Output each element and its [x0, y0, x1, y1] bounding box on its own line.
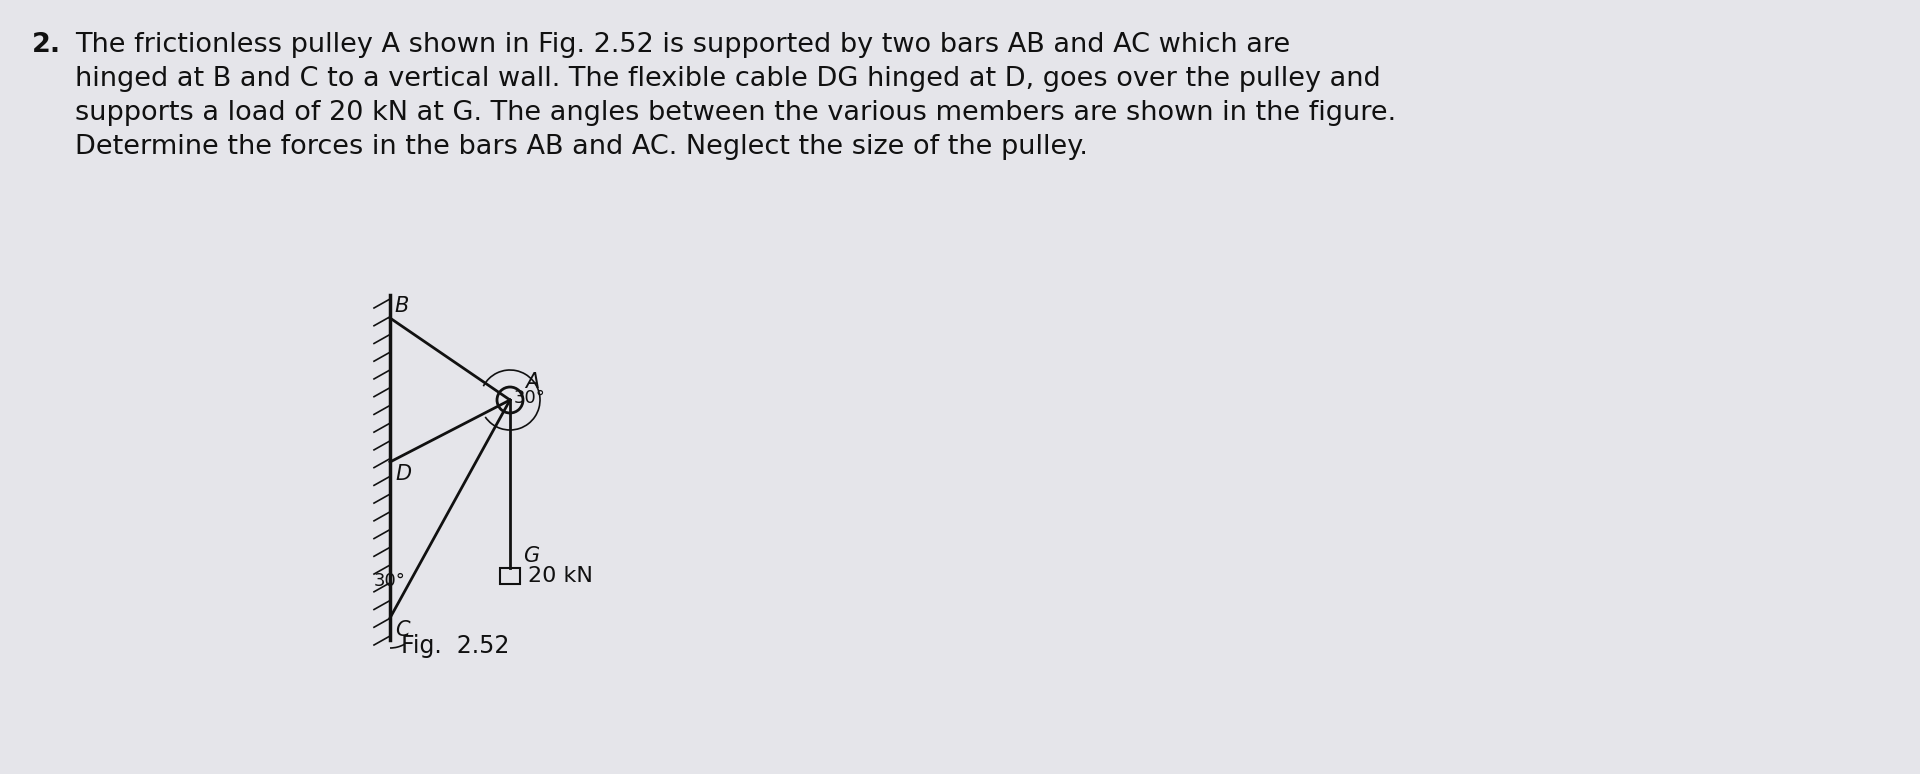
Text: 20 kN: 20 kN: [528, 566, 593, 586]
Text: Fig.  2.52: Fig. 2.52: [401, 634, 509, 658]
Text: B: B: [394, 296, 409, 316]
Text: The frictionless pulley ​A shown in Fig. 2.52 is supported by two bars ​AB and ​: The frictionless pulley ​A shown in Fig.…: [75, 32, 1290, 58]
Bar: [499, 568, 520, 584]
Text: supports a load of 20 kN at ​G. The angles between the various members are shown: supports a load of 20 kN at ​G. The angl…: [75, 100, 1396, 126]
Text: A: A: [524, 372, 540, 392]
Text: G: G: [522, 546, 540, 566]
Text: hinged at ​B and ​C to a vertical wall. The flexible cable ​DG hinged at ​D, goe: hinged at ​B and ​C to a vertical wall. …: [75, 66, 1380, 92]
Text: 30°: 30°: [515, 389, 545, 407]
Text: 2.: 2.: [33, 32, 61, 58]
Text: 30°: 30°: [374, 572, 405, 591]
Text: D: D: [396, 464, 411, 484]
Text: Determine the forces in the bars ​AB and ​AC. Neglect the size of the pulley.: Determine the forces in the bars ​AB and…: [75, 134, 1089, 160]
Text: C: C: [396, 620, 409, 640]
